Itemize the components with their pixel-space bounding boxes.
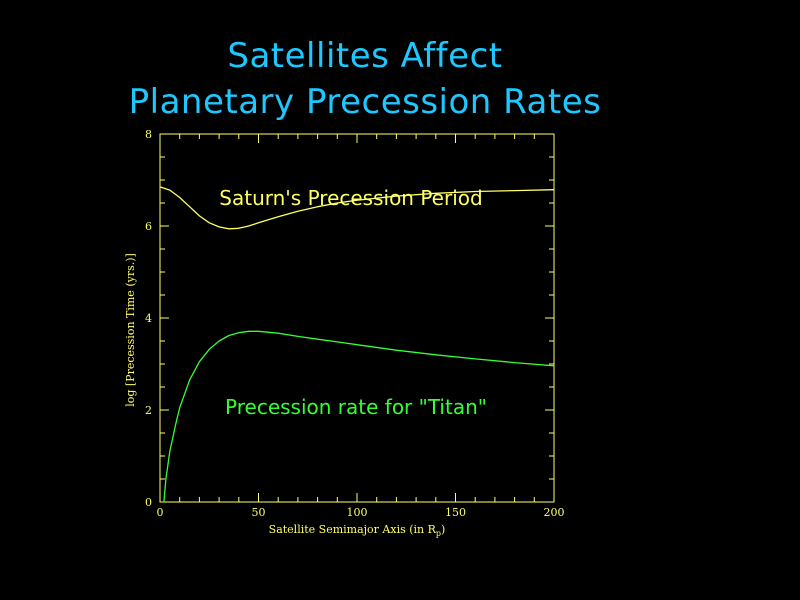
saturn-annotation: Saturn's Precession Period	[219, 186, 482, 210]
x-tick-label: 150	[445, 506, 466, 519]
y-tick-label: 2	[145, 404, 152, 417]
y-axis-label: log [Precession Time (yrs.)]	[124, 253, 137, 407]
slide-title-line1: Satellites Affect	[227, 36, 503, 76]
y-tick-label: 4	[145, 312, 152, 325]
x-tick-label: 200	[544, 506, 565, 519]
y-tick-label: 6	[145, 220, 152, 233]
x-axis-label-close: )	[441, 523, 445, 536]
saturn-precession-line	[159, 186, 555, 230]
x-tick-label: 50	[252, 506, 266, 519]
axis-ticks	[159, 133, 555, 503]
slide-title-line2: Planetary Precession Rates	[128, 82, 602, 122]
titan-annotation: Precession rate for "Titan"	[225, 395, 487, 419]
x-tick-label: 0	[157, 506, 164, 519]
x-axis-label-subscript: p	[436, 529, 441, 538]
data-series	[159, 186, 555, 503]
titan-precession-line	[163, 330, 555, 503]
y-tick-label: 0	[145, 496, 152, 509]
x-axis-label: Satellite Semimajor Axis (in Rp)	[269, 523, 446, 538]
x-axis-label-main: Satellite Semimajor Axis (in R	[269, 523, 437, 536]
axis-tick-labels: 0 50 100 150 200 0 2 4 6 8	[145, 128, 565, 519]
y-tick-label: 8	[145, 128, 152, 141]
x-tick-label: 100	[347, 506, 368, 519]
